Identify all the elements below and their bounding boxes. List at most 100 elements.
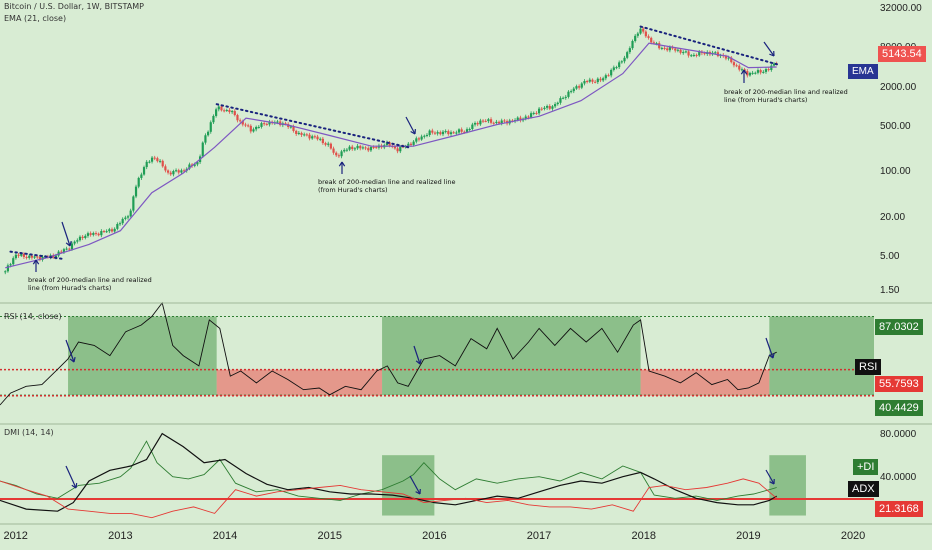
price-candle bbox=[615, 67, 618, 69]
price-candle bbox=[169, 172, 172, 175]
x-tick-label-3: 2015 bbox=[317, 530, 342, 542]
price-tick-label-0: 32000.00 bbox=[880, 3, 922, 15]
price-candle bbox=[415, 138, 418, 142]
price-candle bbox=[618, 62, 621, 68]
price-badge: 5143.54 bbox=[878, 46, 926, 62]
trendline-0 bbox=[9, 250, 64, 260]
price-candle bbox=[38, 256, 42, 260]
price-candle bbox=[433, 132, 437, 134]
price-candle bbox=[658, 43, 661, 49]
price-candle bbox=[425, 134, 429, 136]
price-candle bbox=[142, 167, 146, 175]
price-candle bbox=[540, 108, 543, 110]
price-candle bbox=[682, 52, 685, 54]
price-candle bbox=[239, 120, 242, 122]
price-candle bbox=[343, 149, 346, 152]
price-candle bbox=[610, 69, 613, 76]
price-candle bbox=[311, 136, 314, 139]
price-candle bbox=[204, 135, 207, 143]
price-candle bbox=[153, 157, 156, 159]
ema-badge: EMA bbox=[848, 64, 878, 79]
price-candle bbox=[447, 131, 450, 135]
price-candle bbox=[604, 75, 607, 79]
x-tick-label-4: 2016 bbox=[422, 530, 447, 542]
price-candle bbox=[180, 170, 183, 173]
price-candle bbox=[132, 196, 135, 211]
price-candle bbox=[137, 177, 140, 187]
price-candle bbox=[369, 147, 373, 151]
price-candle bbox=[687, 51, 690, 56]
price-candle bbox=[497, 121, 501, 124]
arrow-note-2012-head bbox=[32, 259, 40, 265]
price-candle bbox=[623, 57, 626, 62]
price-candle bbox=[663, 47, 666, 49]
price-candle bbox=[62, 249, 66, 253]
arrow-rsi-2015 bbox=[413, 345, 421, 365]
arrow-dmi-2012-head bbox=[71, 482, 78, 489]
price-candle bbox=[404, 146, 407, 148]
price-candle bbox=[599, 78, 602, 81]
price-candle bbox=[236, 115, 239, 121]
price-candle bbox=[772, 63, 776, 66]
price-candle bbox=[92, 233, 95, 235]
price-candle bbox=[166, 170, 170, 173]
price-candle bbox=[671, 47, 674, 49]
dmi-zone-2015 bbox=[382, 455, 435, 516]
price-candle bbox=[206, 131, 210, 136]
price-candle bbox=[639, 28, 642, 34]
price-candle bbox=[164, 166, 167, 171]
price-candle bbox=[375, 147, 378, 149]
price-candle bbox=[65, 248, 68, 250]
price-candle bbox=[423, 135, 426, 137]
price-candle bbox=[241, 121, 244, 125]
price-candle bbox=[449, 132, 453, 135]
price-candle bbox=[316, 136, 319, 140]
arrow-price-2012-head bbox=[65, 241, 72, 247]
price-candle bbox=[738, 65, 741, 70]
price-candle bbox=[292, 126, 295, 131]
price-candle bbox=[578, 86, 581, 88]
price-candle bbox=[110, 229, 114, 232]
price-candle bbox=[420, 136, 423, 140]
price-candle bbox=[740, 69, 744, 71]
price-candle bbox=[575, 86, 578, 89]
dmi-line-di bbox=[0, 478, 777, 519]
price-candle bbox=[634, 35, 637, 42]
arrow-rsi-2015-head bbox=[415, 359, 422, 365]
price-candle bbox=[353, 148, 357, 150]
price-candle bbox=[487, 119, 490, 122]
price-candle bbox=[340, 151, 343, 157]
price-candle bbox=[321, 138, 324, 144]
price-candle bbox=[684, 51, 688, 53]
price-candle bbox=[495, 121, 498, 123]
price-candle bbox=[748, 72, 752, 76]
price-candle bbox=[124, 217, 127, 219]
price-candle bbox=[655, 43, 658, 45]
price-candle bbox=[252, 129, 255, 132]
symbol-title: Bitcoin / U.S. Dollar, 1W, BITSTAMP bbox=[4, 2, 144, 11]
rsi-legend: RSI (14, close) bbox=[4, 312, 62, 321]
price-candle bbox=[113, 228, 116, 232]
price-candle bbox=[257, 126, 260, 128]
price-candle bbox=[567, 91, 570, 97]
price-candle bbox=[465, 129, 469, 132]
pane-separators bbox=[0, 302, 932, 525]
x-tick-label-1: 2013 bbox=[108, 530, 133, 542]
price-candle bbox=[313, 136, 316, 138]
price-candle bbox=[12, 258, 15, 265]
arrow-dmi-2019 bbox=[765, 469, 775, 485]
price-candle bbox=[407, 143, 410, 147]
price-candle bbox=[172, 171, 175, 175]
price-candle bbox=[460, 129, 463, 132]
price-candle bbox=[503, 120, 506, 122]
annotation-2019: break of 200-median line and realized li… bbox=[724, 88, 848, 104]
price-candle bbox=[532, 112, 535, 114]
price-candle bbox=[105, 231, 108, 233]
price-candle bbox=[102, 231, 106, 233]
price-candle bbox=[158, 160, 162, 162]
price-candle bbox=[439, 132, 442, 135]
price-candle bbox=[703, 53, 706, 55]
price-candle bbox=[73, 241, 76, 244]
price-candle bbox=[36, 256, 39, 258]
price-candle bbox=[580, 83, 583, 88]
